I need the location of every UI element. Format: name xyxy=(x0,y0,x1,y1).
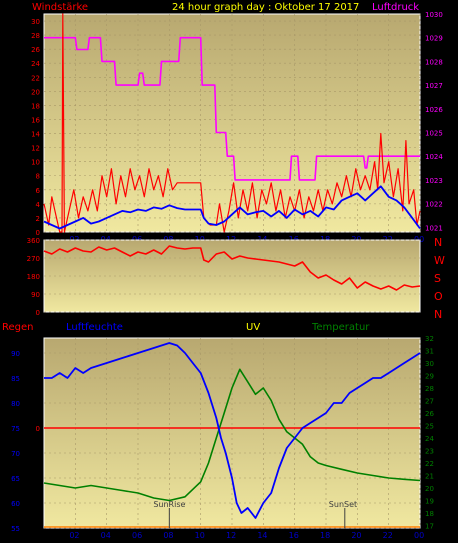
direction-tick-label: 360 xyxy=(27,237,40,245)
temperature-tick-label: 23 xyxy=(425,448,434,456)
x-tick-label: 20 xyxy=(351,531,361,540)
wind-tick-label: 2 xyxy=(36,215,40,223)
wind-tick-label: 8 xyxy=(36,173,40,181)
humidity-label: Luftfeuchte xyxy=(66,322,123,333)
wind-gust-line xyxy=(43,13,421,233)
x-tick-label: 00 xyxy=(414,531,424,540)
x-tick-label: 08 xyxy=(163,531,173,540)
temperature-tick-label: 19 xyxy=(425,498,434,506)
wind-tick-label: 6 xyxy=(36,187,41,195)
x-tick-label: 10 xyxy=(195,531,205,540)
humidity-temperature-chart: 55 60 65 70 75 80 85 90 0 17 18 19 20 21 22 23 24 25 26 27… xyxy=(11,335,434,540)
humidity-tick-label: 75 xyxy=(11,425,20,433)
wind-tick-label: 22 xyxy=(31,74,40,82)
direction-tick-label: 0 xyxy=(36,309,40,317)
pressure-tick-label: 1021 xyxy=(425,224,443,232)
graph-title: 24 hour graph day : Oktober 17 2017 xyxy=(172,2,359,13)
temperature-tick-label: 32 xyxy=(425,335,434,343)
wind-average-line xyxy=(43,185,421,230)
wind-tick-label: 16 xyxy=(31,116,40,124)
wind-tick-label: 18 xyxy=(31,102,40,110)
wind-tick-label: 30 xyxy=(31,18,40,26)
x-tick-label: 12 xyxy=(226,531,236,540)
x-tick-label: 02 xyxy=(69,531,79,540)
rain-tick-label: 0 xyxy=(36,425,40,433)
uv-label: UV xyxy=(246,322,260,333)
humidity-tick-label: 55 xyxy=(11,525,20,533)
humidity-tick-label: 80 xyxy=(11,400,20,408)
wind-tick-label: 26 xyxy=(31,46,40,54)
compass-label: O xyxy=(434,290,443,303)
compass-label: S xyxy=(434,272,441,285)
temperature-label: Temperatur xyxy=(311,322,370,333)
wind-tick-label: 0 xyxy=(36,229,40,237)
x-tick-label: 04 xyxy=(101,531,111,540)
temperature-tick-label: 29 xyxy=(425,373,434,381)
temperature-tick-label: 28 xyxy=(425,385,434,393)
wind-tick-label: 20 xyxy=(31,88,40,96)
pressure-tick-label: 1028 xyxy=(425,58,443,66)
x-tick-label: 16 xyxy=(289,531,299,540)
wind-direction-plot-area xyxy=(43,239,421,313)
wind-direction-line xyxy=(43,245,421,291)
rain-label: Regen xyxy=(2,322,34,333)
humidity-tick-label: 65 xyxy=(11,475,20,483)
x-tick-label: 22 xyxy=(383,531,393,540)
temperature-tick-label: 27 xyxy=(425,398,434,406)
humidity-line xyxy=(44,342,421,519)
x-tick-label: 06 xyxy=(132,531,142,540)
wind-tick-label: 12 xyxy=(31,145,40,153)
wind-tick-label: 10 xyxy=(31,159,40,167)
temperature-tick-label: 20 xyxy=(425,485,434,493)
temperature-tick-label: 22 xyxy=(425,460,434,468)
pressure-tick-label: 1026 xyxy=(425,106,443,114)
compass-label: N xyxy=(434,308,442,321)
temperature-tick-label: 18 xyxy=(425,510,434,518)
humidity-tick-label: 70 xyxy=(11,450,20,458)
temperature-tick-label: 31 xyxy=(425,348,434,356)
humidity-tick-label: 90 xyxy=(11,350,20,358)
direction-tick-label: 90 xyxy=(31,291,40,299)
direction-tick-label: 180 xyxy=(27,273,40,281)
wind-tick-label: 28 xyxy=(31,32,40,40)
temperature-tick-label: 30 xyxy=(425,360,434,368)
pressure-tick-label: 1027 xyxy=(425,82,443,90)
wind-tick-label: 14 xyxy=(31,131,40,139)
humidity-tick-label: 60 xyxy=(11,500,20,508)
pressure-line xyxy=(44,36,420,181)
pressure-tick-label: 1029 xyxy=(425,35,443,43)
pressure-tick-label: 1022 xyxy=(425,201,443,209)
pressure-tick-label: 1025 xyxy=(425,129,443,137)
temperature-line xyxy=(43,368,421,502)
compass-label: W xyxy=(434,254,445,267)
air-pressure-label: Luftdruck xyxy=(372,2,419,13)
temperature-tick-label: 26 xyxy=(425,410,434,418)
wind-strength-label: Windstärke xyxy=(32,2,88,13)
sunrise-label: SunRise xyxy=(153,500,185,509)
humidity-tick-label: 85 xyxy=(11,375,20,383)
pressure-tick-label: 1030 xyxy=(425,11,443,19)
temperature-tick-label: 21 xyxy=(425,473,434,481)
sunset-label: SunSet xyxy=(329,500,357,509)
temperature-tick-label: 17 xyxy=(425,523,434,531)
pressure-tick-label: 1024 xyxy=(425,153,443,161)
x-tick-label: 14 xyxy=(257,531,267,540)
temperature-tick-label: 25 xyxy=(425,423,434,431)
temperature-tick-label: 24 xyxy=(425,435,434,443)
pressure-tick-label: 1023 xyxy=(425,177,443,185)
compass-label: N xyxy=(434,236,442,249)
wind-tick-label: 4 xyxy=(36,201,41,209)
wind-tick-label: 24 xyxy=(31,60,40,68)
x-tick-label: 18 xyxy=(320,531,330,540)
direction-tick-label: 270 xyxy=(27,255,40,263)
